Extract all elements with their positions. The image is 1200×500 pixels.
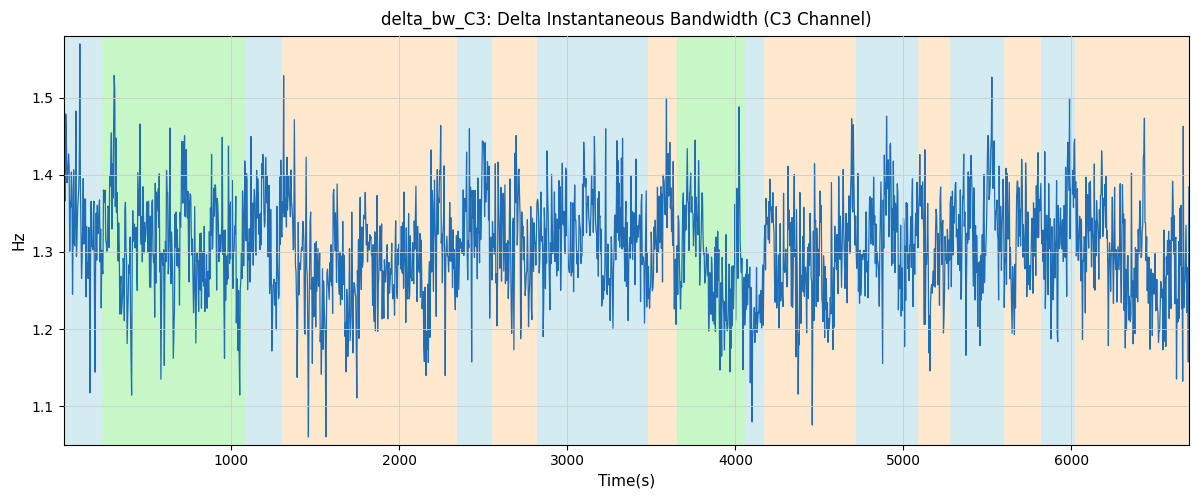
Bar xyxy=(918,36,950,445)
Bar xyxy=(857,36,918,445)
Bar xyxy=(102,36,245,445)
Bar xyxy=(677,36,745,445)
Title: delta_bw_C3: Delta Instantaneous Bandwidth (C3 Channel): delta_bw_C3: Delta Instantaneous Bandwid… xyxy=(380,11,871,30)
Bar xyxy=(1042,36,1075,445)
Bar xyxy=(245,36,282,445)
Bar xyxy=(745,36,764,445)
X-axis label: Time(s): Time(s) xyxy=(598,474,655,489)
Y-axis label: Hz: Hz xyxy=(11,230,26,250)
Bar xyxy=(282,36,456,445)
Bar xyxy=(538,36,648,445)
Bar xyxy=(648,36,677,445)
Bar xyxy=(950,36,1004,445)
Bar xyxy=(64,36,102,445)
Bar xyxy=(1004,36,1042,445)
Bar xyxy=(1075,36,1189,445)
Bar xyxy=(764,36,857,445)
Bar xyxy=(492,36,538,445)
Bar xyxy=(456,36,492,445)
